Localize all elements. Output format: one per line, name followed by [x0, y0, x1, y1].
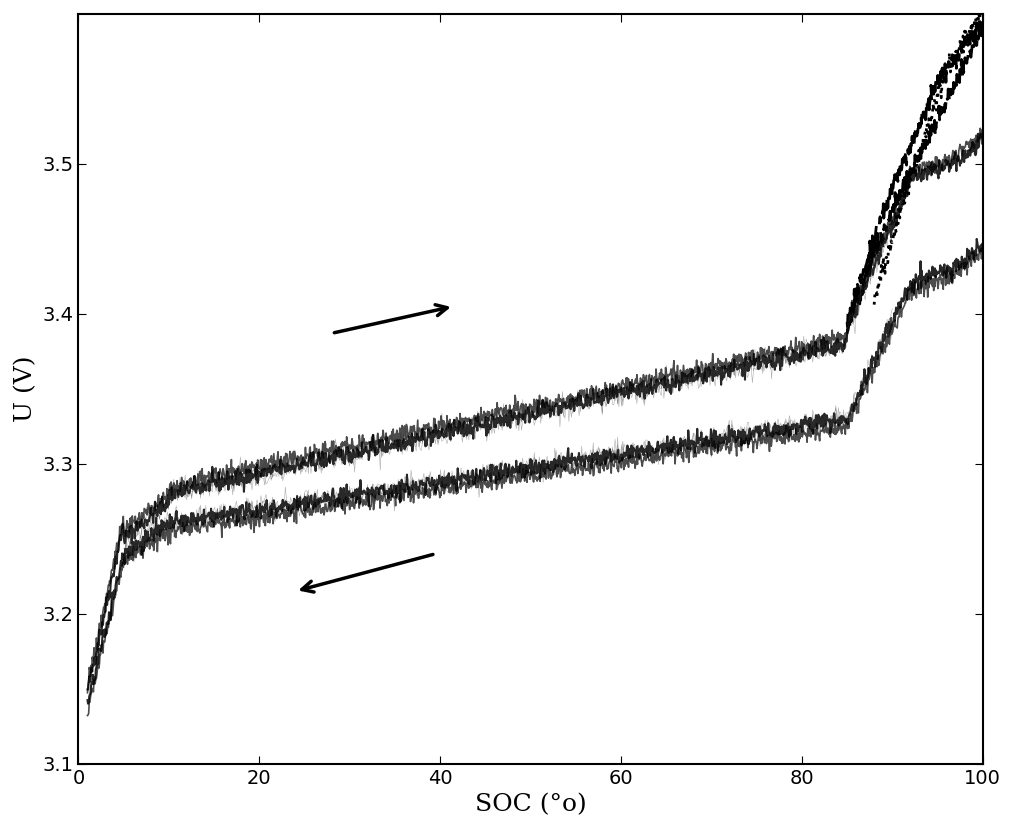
Y-axis label: U (V): U (V) [14, 355, 37, 422]
X-axis label: SOC (°o): SOC (°o) [475, 793, 587, 816]
